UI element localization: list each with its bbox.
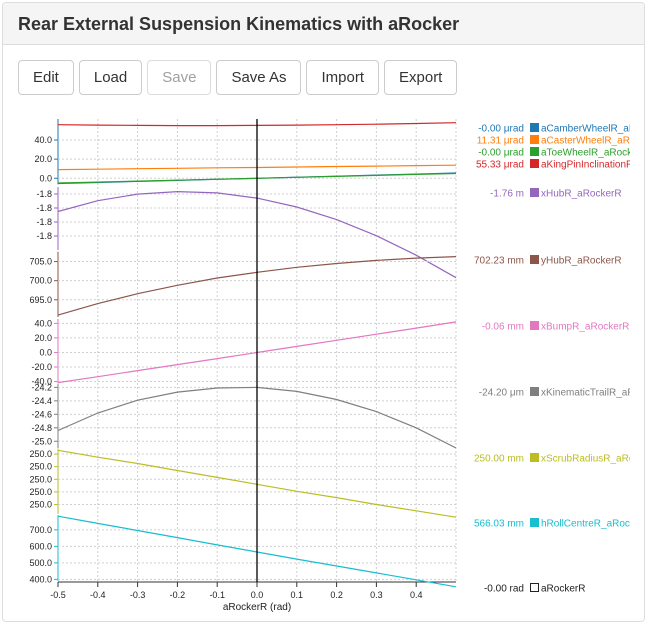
legend-swatch (530, 321, 539, 330)
series-value: -1.76 m (490, 189, 524, 200)
legend-swatch (530, 123, 539, 132)
x-tick-label: -0.1 (209, 590, 225, 600)
y-tick-label: -20.0 (31, 362, 52, 372)
save-button: Save (147, 60, 212, 95)
y-tick-label: -1.8 (36, 231, 52, 241)
edit-button[interactable]: Edit (18, 60, 74, 95)
y-tick-label: 695.0 (29, 295, 52, 305)
legend-label: xKinematicTrailR_aRockerR (541, 388, 647, 399)
legend-swatch (530, 159, 539, 168)
y-tick-label: 40.0 (34, 318, 52, 328)
legend-label: aKingPinInclinationR_aRocker (541, 160, 647, 171)
y-tick-label: -24.4 (31, 396, 52, 406)
x-tick-label: -0.4 (90, 590, 106, 600)
cursor-name-label: aRockerR (541, 584, 585, 595)
legend-label: aToeWheelR_aRocker (541, 148, 642, 159)
series-value: 250.00 mm (474, 454, 524, 465)
legend-label: yHubR_aRockerR (541, 256, 622, 267)
series-value: 55.33 μrad (476, 160, 524, 171)
legend-label: hRollCentreR_aRockerR (541, 519, 647, 530)
legend-swatch (530, 188, 539, 197)
y-tick-label: 700.0 (29, 276, 52, 286)
y-tick-label: 600.0 (29, 541, 52, 551)
save-as-button[interactable]: Save As (216, 60, 302, 95)
y-tick-label: -1.8 (36, 203, 52, 213)
y-tick-label: 700.0 (29, 525, 52, 535)
legend-swatch (530, 453, 539, 462)
series-value: -0.00 μrad (478, 124, 524, 135)
y-tick-label: -25.0 (31, 436, 52, 446)
legend-label: aCamberWheelR_aRocker (541, 124, 647, 135)
load-button[interactable]: Load (78, 60, 143, 95)
y-tick-label: -24.6 (31, 409, 52, 419)
y-tick-label: -1.8 (36, 189, 52, 199)
y-tick-label: 0.0 (39, 173, 52, 183)
y-tick-label: -40.0 (31, 377, 52, 387)
y-tick-label: 250.0 (29, 449, 52, 459)
series-value: 11.31 μrad (477, 136, 524, 147)
x-tick-label: 0.0 (251, 590, 264, 600)
legend-label: xBumpR_aRockerR (541, 322, 629, 333)
y-tick-label: 250.0 (29, 462, 52, 472)
y-tick-label: -1.8 (36, 217, 52, 227)
y-tick-label: 20.0 (34, 154, 52, 164)
legend-swatch (530, 255, 539, 264)
y-tick-label: 0.0 (39, 347, 52, 357)
legend-swatch (530, 147, 539, 156)
import-button[interactable]: Import (306, 60, 379, 95)
y-tick-label: 40.0 (34, 135, 52, 145)
legend-label: aCasterWheelR_aRocker (541, 136, 647, 147)
y-tick-label: -24.8 (31, 423, 52, 433)
legend-swatch (530, 583, 539, 592)
y-tick-label: 500.0 (29, 558, 52, 568)
x-tick-label: -0.5 (50, 590, 66, 600)
cursor-value: -0.00 rad (484, 584, 524, 595)
series-value: 566.03 mm (474, 519, 524, 530)
series-value: -0.00 μrad (478, 148, 524, 159)
y-tick-label: 250.0 (29, 474, 52, 484)
y-tick-label: 400.0 (29, 574, 52, 584)
legend-swatch (530, 135, 539, 144)
export-button[interactable]: Export (384, 60, 458, 95)
y-tick-label: 250.0 (29, 500, 52, 510)
legend-swatch (530, 387, 539, 396)
x-tick-label: 0.2 (330, 590, 343, 600)
x-tick-label: -0.3 (130, 590, 146, 600)
y-tick-label: 705.0 (29, 257, 52, 267)
x-tick-label: 0.3 (370, 590, 383, 600)
legend-swatch (530, 518, 539, 527)
legend-label: xScrubRadiusR_aRockerR (541, 454, 647, 465)
legend-label: xHubR_aRockerR (541, 189, 622, 200)
x-tick-label: 0.4 (410, 590, 423, 600)
panel-heading: Rear External Suspension Kinematics with… (3, 3, 644, 45)
y-tick-label: 250.0 (29, 487, 52, 497)
series-value: -24.20 μm (479, 388, 524, 399)
page-title: Rear External Suspension Kinematics with… (18, 14, 460, 34)
series-value: 702.23 mm (474, 256, 524, 267)
series-value: -0.06 mm (482, 322, 524, 333)
x-axis-label: aRockerR (rad) (223, 602, 291, 613)
toolbar: Edit Load Save Save As Import Export (18, 60, 462, 96)
x-tick-label: -0.2 (170, 590, 186, 600)
x-tick-label: 0.1 (291, 590, 304, 600)
y-tick-label: 20.0 (34, 333, 52, 343)
y-tick-label: -24.2 (31, 382, 52, 392)
